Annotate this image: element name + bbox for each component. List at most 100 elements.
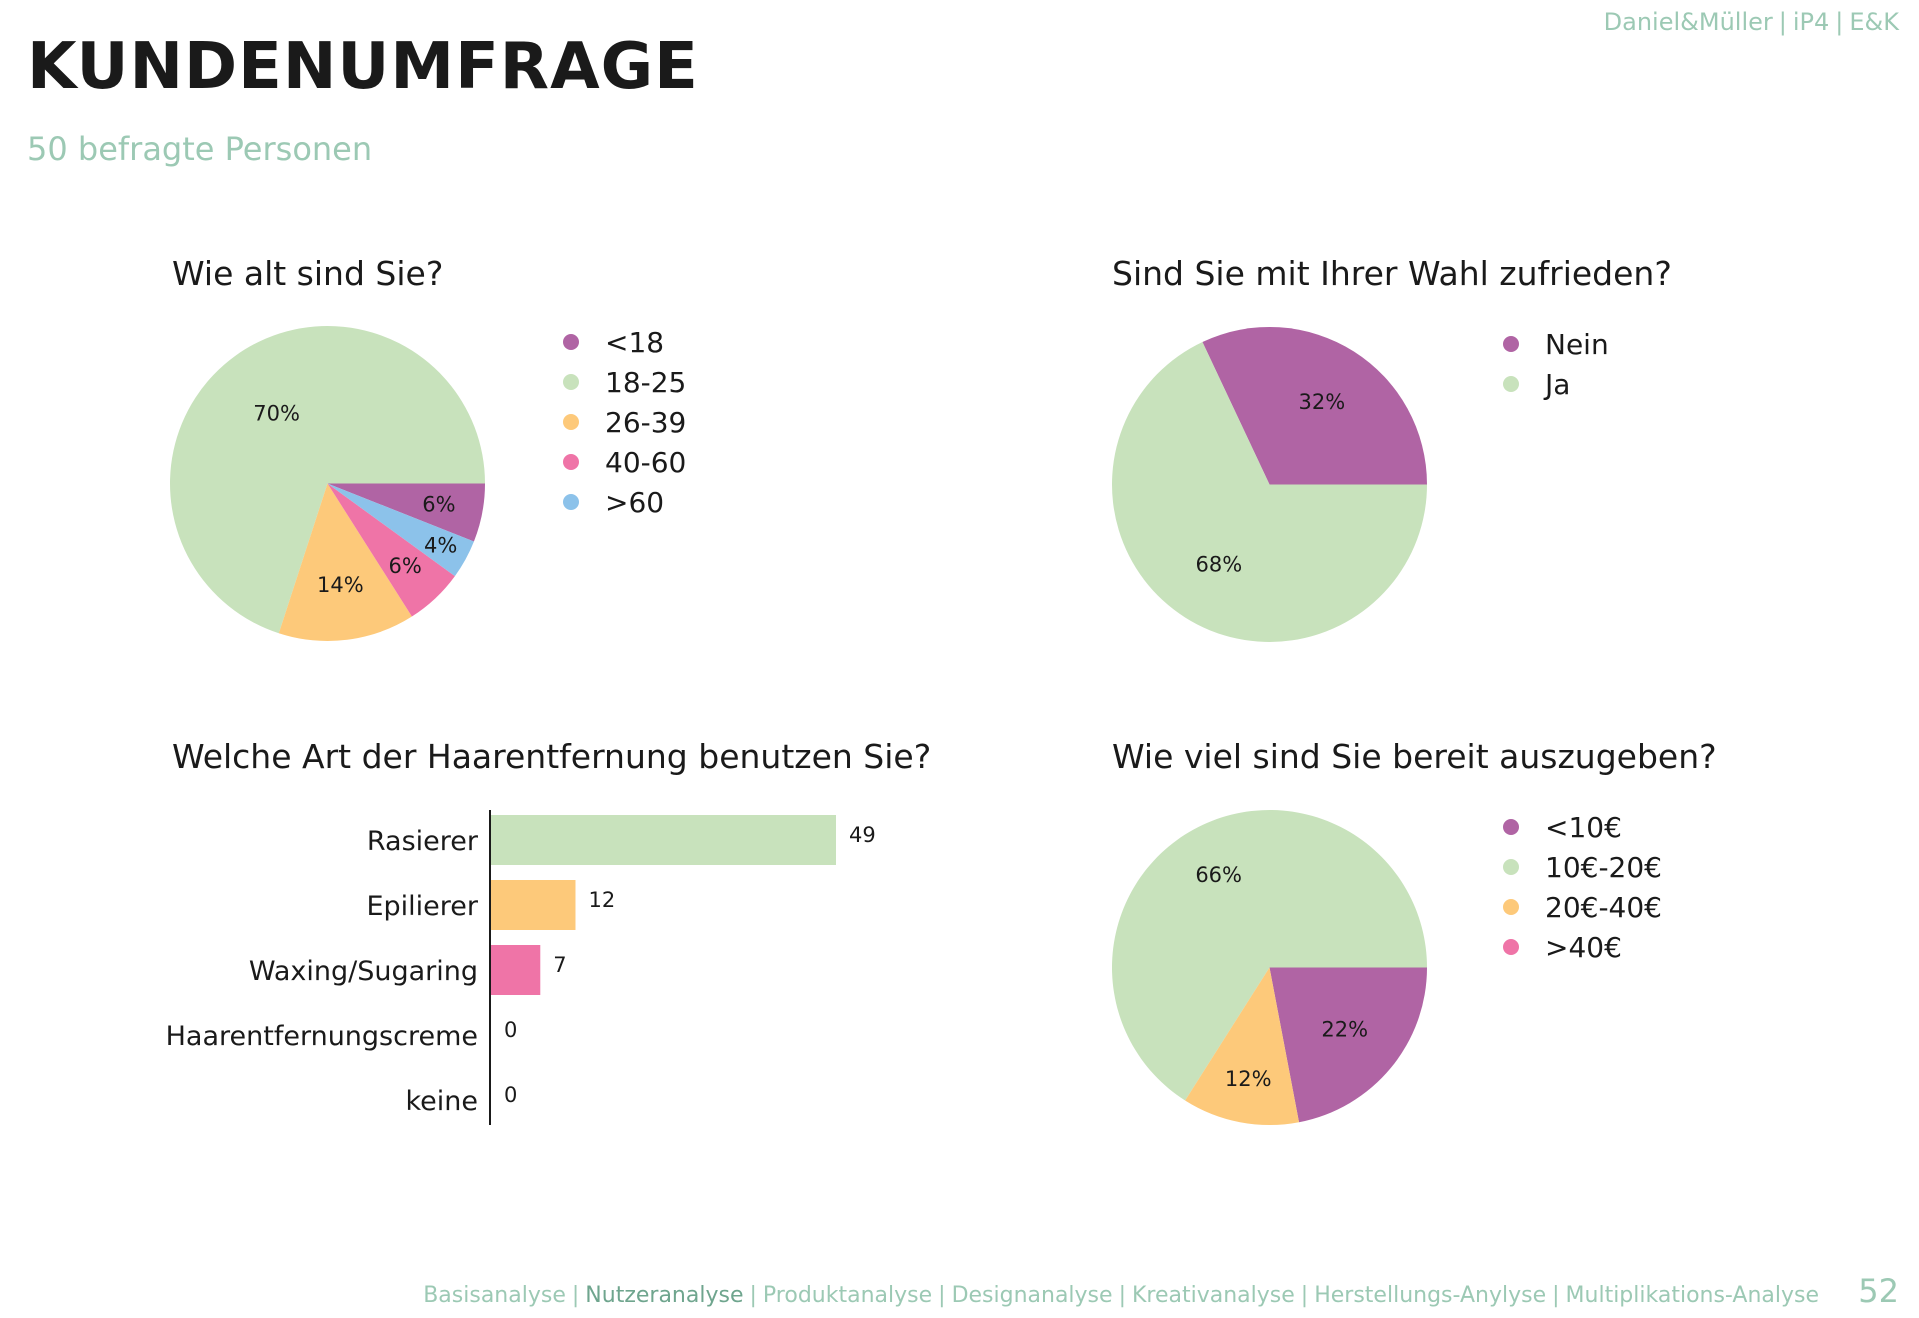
legend-item-10: <10€: [1503, 807, 1662, 847]
brand-client: E&K: [1849, 8, 1899, 36]
page-subtitle: 50 befragte Personen: [27, 130, 373, 168]
pie-label-10-20: 66%: [1195, 863, 1242, 887]
legend-item-40: >40€: [1503, 927, 1662, 967]
pie-chart-spending: 22% 66% 12%: [1112, 810, 1427, 1125]
footer-separator: |: [749, 1283, 757, 1308]
pie-chart-age: 6%70%14%6%4%: [170, 326, 485, 641]
footer-nav-item-designanalyse[interactable]: Designanalyse: [951, 1283, 1113, 1308]
legend-item-nein: Nein: [1503, 324, 1609, 364]
bar-category-label: Epilierer: [366, 891, 478, 922]
legend-swatch: [1503, 859, 1519, 875]
pie-slice-18-25: [170, 326, 485, 634]
legend-label: >60: [605, 485, 665, 519]
brand-name: Daniel&Müller: [1603, 8, 1773, 36]
page-title: KUNDENUMFRAGE: [27, 30, 699, 104]
pie-label-26-39: 14%: [317, 573, 364, 597]
brand-separator: |: [1778, 8, 1787, 36]
legend-spending: <10€ 10€-20€ 20€-40€ >40€: [1503, 807, 1662, 967]
footer-separator: |: [1300, 1283, 1309, 1308]
chart-title-hair-removal: Welche Art der Haarentfernung benutzen S…: [172, 737, 932, 776]
legend-swatch: [1503, 939, 1519, 955]
pie-slice-ja: [1112, 341, 1427, 642]
legend-label: 26-39: [605, 405, 687, 439]
legend-label: Ja: [1545, 367, 1571, 401]
page-number: 52: [1858, 1272, 1899, 1310]
legend-item-18: <18: [563, 322, 686, 362]
pie-label-20-40: 12%: [1225, 1067, 1272, 1091]
legend-label: 18-25: [605, 365, 687, 399]
pie-slice-nein: [1202, 327, 1427, 485]
chart-title-spending: Wie viel sind Sie bereit auszugeben?: [1112, 737, 1717, 776]
legend-swatch: [1503, 819, 1519, 835]
footer-navigation: Basisanalyse | Nutzeranalyse | Produktanalys…: [423, 1283, 1819, 1308]
pie-slice-10-20: [1112, 810, 1427, 1101]
legend-swatch: [563, 454, 579, 470]
bar-category-label: Waxing/Sugaring: [249, 956, 478, 987]
pie-label-ja: 68%: [1196, 552, 1243, 576]
pie-slice-10: [1269, 967, 1427, 1123]
pie-slice-26-39: [278, 483, 412, 641]
bar-category-label: keine: [405, 1086, 478, 1117]
bar-category-label: Rasierer: [367, 826, 479, 857]
legend-item-20-40: 20€-40€: [1503, 887, 1662, 927]
footer-nav-item-kreativanalyse[interactable]: Kreativanalyse: [1131, 1283, 1295, 1308]
legend-age: <18 18-25 26-39 40-60 >60: [563, 322, 686, 522]
legend-swatch: [563, 414, 579, 430]
legend-label: <10€: [1545, 810, 1622, 844]
legend-swatch: [1503, 336, 1519, 352]
footer-separator: |: [571, 1283, 580, 1308]
bar-value-label: 49: [849, 823, 876, 847]
bar-waxing-sugaring: [491, 945, 541, 995]
pie-label-18-25: 70%: [253, 401, 300, 425]
footer-nav-item-produktanalyse[interactable]: Produktanalyse: [762, 1283, 933, 1308]
legend-item-18-25: 18-25: [563, 362, 686, 402]
footer-nav-item-multiplikations-analyse[interactable]: Multiplikations-Analyse: [1565, 1283, 1819, 1308]
chart-title-age: Wie alt sind Sie?: [172, 254, 444, 293]
legend-item-60: >60: [563, 482, 686, 522]
pie-label-nein: 32%: [1298, 390, 1345, 414]
pie-label-18: 6%: [422, 493, 455, 517]
legend-label: 20€-40€: [1545, 890, 1662, 924]
bar-epilierer: [491, 880, 576, 930]
legend-satisfaction: Nein Ja: [1503, 324, 1609, 404]
legend-label: 40-60: [605, 445, 687, 479]
pie-label-10: 22%: [1321, 1018, 1368, 1042]
legend-label: <18: [605, 325, 665, 359]
bar-value-label: 7: [553, 953, 566, 977]
bar-value-label: 0: [504, 1083, 517, 1107]
footer-nav-item-basisanalyse[interactable]: Basisanalyse: [423, 1283, 566, 1308]
legend-swatch: [1503, 376, 1519, 392]
legend-item-ja: Ja: [1503, 364, 1609, 404]
footer-separator: |: [1552, 1283, 1560, 1308]
footer-nav-item-nutzeranalyse[interactable]: Nutzeranalyse: [585, 1283, 744, 1308]
brand-separator: |: [1835, 8, 1844, 36]
legend-swatch: [563, 494, 579, 510]
bar-category-label: Haarentfernungscreme: [166, 1021, 478, 1052]
legend-item-26-39: 26-39: [563, 402, 686, 442]
footer-separator: |: [938, 1283, 946, 1308]
pie-slice-18: [327, 483, 485, 542]
footer-nav-item-herstellungs-anylyse[interactable]: Herstellungs-Anylyse: [1314, 1283, 1547, 1308]
bar-value-label: 12: [588, 888, 615, 912]
footer-separator: |: [1118, 1283, 1126, 1308]
chart-title-satisfaction: Sind Sie mit Ihrer Wahl zufrieden?: [1112, 254, 1672, 293]
pie-slice-20-40: [1185, 967, 1300, 1125]
legend-label: Nein: [1545, 327, 1609, 361]
legend-item-10-20: 10€-20€: [1503, 847, 1662, 887]
bar-value-label: 0: [504, 1018, 517, 1042]
pie-label-40-60: 6%: [388, 554, 421, 578]
pie-slice-60: [327, 483, 474, 577]
legend-swatch: [563, 334, 579, 350]
bar-chart-hair-removal: Rasierer 49 Epilierer 12 Waxing/Sugaring 7 Haa…: [166, 810, 876, 1125]
pie-chart-satisfaction: 32% 68%: [1112, 327, 1427, 642]
pie-slice-40-60: [327, 483, 455, 617]
legend-label: 10€-20€: [1545, 850, 1662, 884]
brand-header: Daniel&Müller | iP4 | E&K: [1604, 8, 1899, 36]
legend-swatch: [1503, 899, 1519, 915]
legend-label: >40€: [1545, 930, 1622, 964]
legend-item-40-60: 40-60: [563, 442, 686, 482]
brand-project: iP4: [1792, 8, 1830, 36]
pie-label-60: 4%: [424, 534, 457, 558]
bar-rasierer: [491, 815, 836, 865]
legend-swatch: [563, 374, 579, 390]
